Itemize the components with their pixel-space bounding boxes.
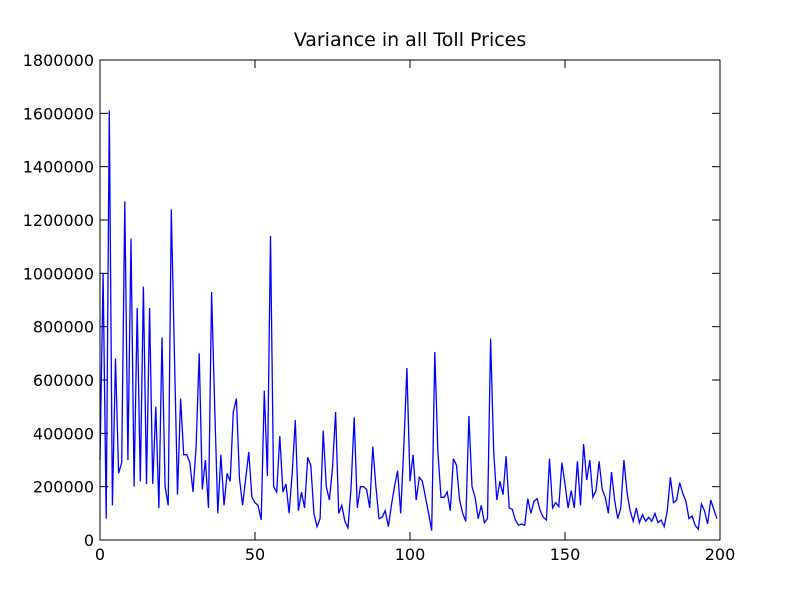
y-tick-label: 1400000 — [23, 158, 94, 177]
y-tick-label: 200000 — [33, 478, 94, 497]
x-tick-label: 50 — [245, 545, 265, 564]
data-line — [99, 110, 718, 531]
x-tick-label: 100 — [395, 545, 426, 564]
y-tick-label: 0 — [84, 531, 94, 550]
y-tick-label: 1800000 — [23, 51, 94, 70]
x-tick-label: 0 — [95, 545, 105, 564]
y-tick-label: 1000000 — [23, 264, 94, 283]
x-tick-label: 150 — [550, 545, 581, 564]
chart-title: Variance in all Toll Prices — [294, 29, 527, 51]
y-tick-label: 400000 — [33, 424, 94, 443]
x-tick-label: 200 — [705, 545, 736, 564]
y-tick-label: 800000 — [33, 318, 94, 337]
y-tick-label: 1600000 — [23, 104, 94, 123]
y-tick-label: 600000 — [33, 371, 94, 390]
y-tick-label: 1200000 — [23, 211, 94, 230]
plot-frame — [99, 59, 721, 541]
